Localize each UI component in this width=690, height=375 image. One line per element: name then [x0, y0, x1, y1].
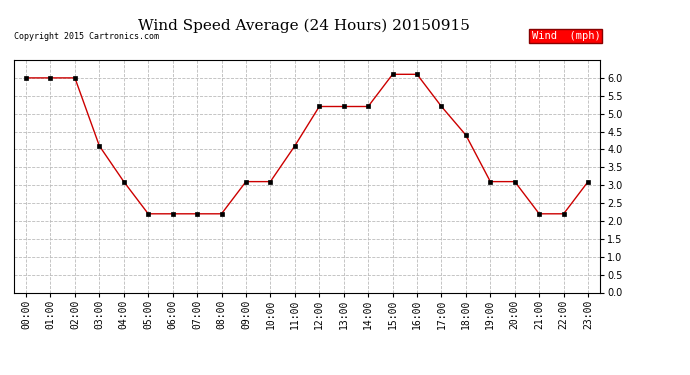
Text: Copyright 2015 Cartronics.com: Copyright 2015 Cartronics.com — [14, 32, 159, 41]
Text: Wind Speed Average (24 Hours) 20150915: Wind Speed Average (24 Hours) 20150915 — [138, 19, 469, 33]
Text: Wind  (mph): Wind (mph) — [531, 32, 600, 41]
